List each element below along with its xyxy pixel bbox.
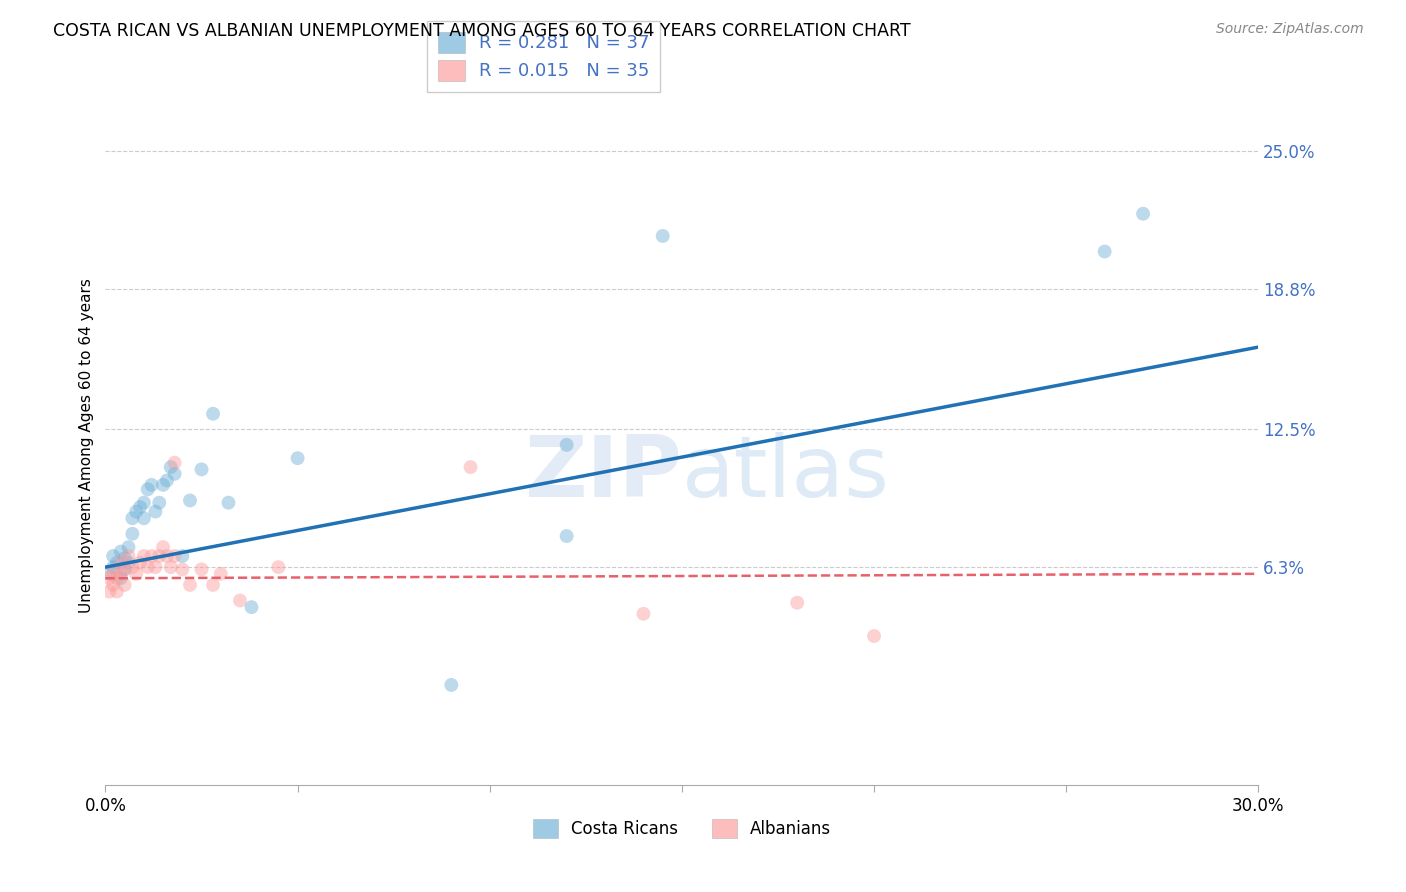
Point	[152, 478, 174, 492]
Point	[105, 584, 128, 599]
Text: atlas: atlas	[682, 432, 890, 515]
Text: Source: ZipAtlas.com: Source: ZipAtlas.com	[1216, 22, 1364, 37]
Point	[202, 578, 225, 592]
Text: COSTA RICAN VS ALBANIAN UNEMPLOYMENT AMONG AGES 60 TO 64 YEARS CORRELATION CHART: COSTA RICAN VS ALBANIAN UNEMPLOYMENT AMO…	[53, 22, 911, 40]
Point	[172, 549, 194, 563]
Point	[287, 451, 309, 466]
Point	[141, 549, 163, 563]
Point	[190, 562, 212, 576]
Point	[1094, 244, 1116, 259]
Point	[101, 566, 124, 581]
Point	[121, 526, 143, 541]
Point	[148, 496, 170, 510]
Point	[132, 549, 155, 563]
Point	[229, 593, 252, 607]
Point	[172, 562, 194, 576]
Point	[460, 460, 482, 475]
Point	[98, 566, 121, 581]
Point	[98, 571, 121, 585]
Point	[136, 483, 159, 497]
Point	[114, 578, 136, 592]
Point	[240, 600, 263, 615]
Point	[121, 511, 143, 525]
Point	[786, 596, 808, 610]
Point	[125, 566, 148, 581]
Y-axis label: Unemployment Among Ages 60 to 64 years: Unemployment Among Ages 60 to 64 years	[79, 278, 94, 614]
Point	[163, 549, 186, 563]
Point	[117, 556, 139, 570]
Point	[555, 529, 578, 543]
Point	[863, 629, 886, 643]
Point	[110, 544, 132, 558]
Point	[159, 560, 181, 574]
Point	[110, 566, 132, 581]
Point	[141, 478, 163, 492]
Point	[110, 571, 132, 585]
Point	[190, 462, 212, 476]
Point	[121, 560, 143, 574]
Point	[114, 562, 136, 576]
Point	[179, 578, 201, 592]
Point	[101, 560, 124, 574]
Point	[136, 560, 159, 574]
Point	[145, 505, 167, 519]
Point	[148, 549, 170, 563]
Point	[114, 562, 136, 576]
Point	[101, 549, 124, 563]
Point	[555, 438, 578, 452]
Point	[209, 566, 232, 581]
Point	[117, 549, 139, 563]
Point	[125, 505, 148, 519]
Point	[159, 460, 181, 475]
Point	[217, 496, 239, 510]
Point	[145, 560, 167, 574]
Point	[152, 540, 174, 554]
Point	[101, 578, 124, 592]
Point	[440, 678, 463, 692]
Legend: Costa Ricans, Albanians: Costa Ricans, Albanians	[526, 812, 838, 845]
Point	[651, 229, 673, 244]
Point	[1132, 207, 1154, 221]
Point	[129, 556, 152, 570]
Point	[633, 607, 655, 621]
Point	[179, 493, 201, 508]
Point	[132, 511, 155, 525]
Text: ZIP: ZIP	[524, 432, 682, 515]
Point	[110, 556, 132, 570]
Point	[156, 549, 179, 563]
Point	[163, 467, 186, 481]
Point	[163, 456, 186, 470]
Point	[267, 560, 290, 574]
Point	[105, 556, 128, 570]
Point	[117, 540, 139, 554]
Point	[132, 496, 155, 510]
Point	[156, 474, 179, 488]
Point	[202, 407, 225, 421]
Point	[98, 584, 121, 599]
Point	[114, 551, 136, 566]
Point	[105, 571, 128, 585]
Point	[129, 500, 152, 515]
